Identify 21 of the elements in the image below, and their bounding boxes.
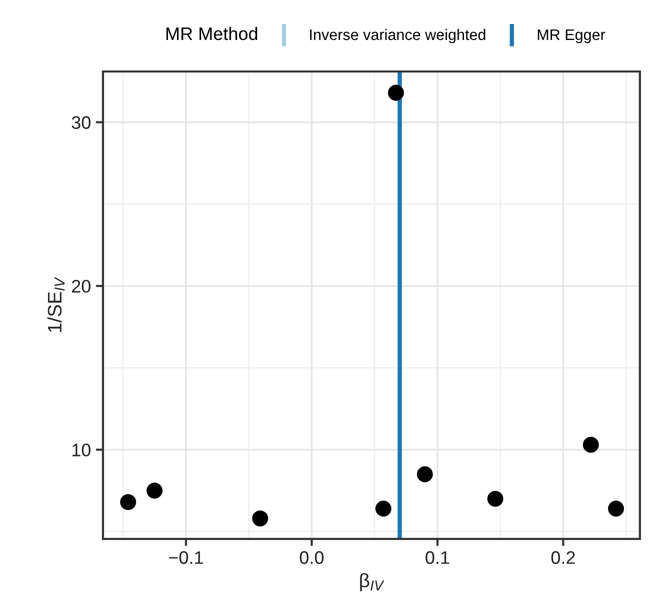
y-tick-label: 10 xyxy=(72,444,90,456)
legend-label: MR Egger xyxy=(538,29,606,44)
point xyxy=(487,490,504,507)
x-tick-label: 0.0 xyxy=(300,551,324,564)
point xyxy=(146,482,163,499)
x-tick-label: −0.1 xyxy=(169,551,203,564)
ref-line-label: Inverse variance weighted xyxy=(310,28,486,44)
y-tick-label: 30 xyxy=(72,116,90,129)
x-tick-label: 0.1 xyxy=(426,551,450,564)
point xyxy=(252,510,268,526)
legend-title: MR Method xyxy=(166,26,258,40)
x-axis-title: β$_{IV}$ xyxy=(360,573,384,592)
y-tick-label: 20 xyxy=(72,280,90,293)
point xyxy=(608,500,624,517)
point xyxy=(416,466,433,482)
point xyxy=(582,436,599,453)
point xyxy=(120,494,136,510)
y-axis-title: 1/SE$_{IV}$ xyxy=(47,276,65,332)
x-tick-label: 0.2 xyxy=(551,551,575,564)
point xyxy=(388,84,404,101)
point xyxy=(375,500,392,517)
